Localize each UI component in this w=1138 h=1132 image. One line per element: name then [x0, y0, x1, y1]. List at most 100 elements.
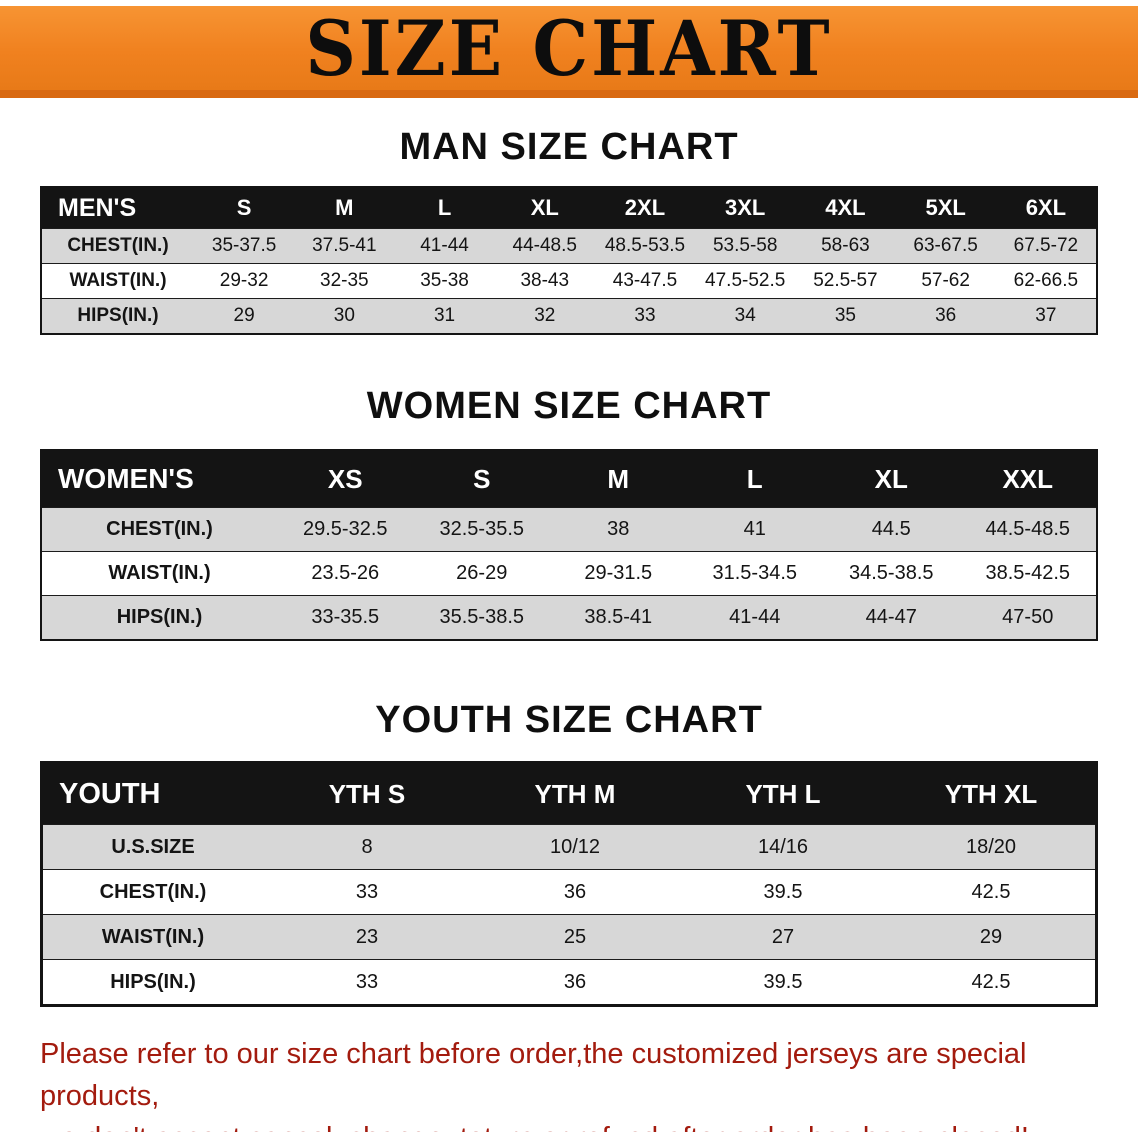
size-column-header: XL — [494, 188, 595, 229]
row-label: WAIST(IN.) — [42, 263, 194, 299]
youth-measurement-row: CHEST(IN.) 33 36 39.5 42.5 — [43, 869, 1095, 915]
size-value-cell: 52.5-57 — [795, 263, 896, 299]
women-section-heading: WOMEN SIZE CHART — [366, 385, 772, 427]
size-value-cell: 48.5-53.5 — [594, 228, 696, 264]
size-column-header: 4XL — [795, 188, 896, 229]
men-header-row: MEN'S S M L XL 2XL 3XL 4XL 5XL 6XL — [42, 188, 1096, 229]
size-value-cell: 38.5-42.5 — [959, 551, 1096, 596]
women-measurement-row: HIPS(IN.) 33-35.5 35.5-38.5 38.5-41 41-44 44-… — [42, 595, 1096, 639]
row-label: CHEST(IN.) — [42, 228, 194, 264]
size-value-cell: 29.5-32.5 — [277, 507, 414, 552]
size-value-cell: 39.5 — [679, 869, 887, 915]
size-value-cell: 10/12 — [471, 824, 679, 870]
size-value-cell: 31 — [394, 298, 495, 333]
size-value-cell: 32 — [494, 298, 595, 333]
size-value-cell: 38 — [550, 507, 687, 552]
women-table-title-cell: WOMEN'S — [42, 451, 277, 508]
size-value-cell: 47-50 — [959, 595, 1096, 639]
size-column-header: M — [294, 188, 395, 229]
size-value-cell: 38-43 — [494, 263, 595, 299]
size-column-header: YTH S — [263, 764, 471, 825]
size-value-cell: 58-63 — [795, 228, 896, 264]
size-column-header: M — [550, 451, 687, 508]
men-section-heading: MAN SIZE CHART — [399, 126, 739, 168]
women-measurement-row: CHEST(IN.) 29.5-32.5 32.5-35.5 38 41 44.5 44.5… — [42, 507, 1096, 552]
size-value-cell: 44-47 — [823, 595, 960, 639]
size-value-cell: 34.5-38.5 — [823, 551, 960, 596]
size-column-header: 2XL — [594, 188, 696, 229]
size-value-cell: 57-62 — [895, 263, 996, 299]
row-label: WAIST(IN.) — [43, 914, 263, 960]
size-value-cell: 33 — [263, 869, 471, 915]
men-measurement-row: WAIST(IN.) 29-32 32-35 35-38 38-43 43-47.5 47.… — [42, 263, 1096, 299]
size-value-cell: 29 — [194, 298, 295, 333]
order-policy-note-line1: Please refer to our size chart before or… — [40, 1038, 1027, 1112]
men-size-chart-section: MAN SIZE CHART MEN'S S M L XL 2XL 3XL 4XL 5XL 6XL… — [0, 124, 1138, 335]
size-value-cell: 33 — [594, 298, 696, 333]
banner: SIZE CHART — [0, 3, 1138, 98]
women-table: WOMEN'S XS S M L XL XXL CHEST(IN.) 29.5-32.5 32.5… — [42, 451, 1096, 639]
order-policy-note: Please refer to our size chart before or… — [40, 1033, 1098, 1132]
size-column-header: S — [194, 188, 295, 229]
size-value-cell: 41-44 — [394, 228, 495, 264]
size-column-header: L — [686, 451, 823, 508]
row-label: WAIST(IN.) — [42, 551, 277, 596]
size-column-header: YTH M — [471, 764, 679, 825]
row-label: CHEST(IN.) — [43, 869, 263, 915]
size-value-cell: 32-35 — [294, 263, 395, 299]
size-value-cell: 39.5 — [679, 959, 887, 1004]
size-column-header: YTH XL — [887, 764, 1095, 825]
youth-section-heading: YOUTH SIZE CHART — [375, 699, 763, 741]
size-value-cell: 42.5 — [887, 869, 1095, 915]
size-value-cell: 35-38 — [394, 263, 495, 299]
size-value-cell: 8 — [263, 824, 471, 870]
size-value-cell: 36 — [471, 869, 679, 915]
size-value-cell: 33-35.5 — [277, 595, 414, 639]
row-label: HIPS(IN.) — [42, 595, 277, 639]
order-policy-note-line2: we don't accept cancel, change, teturn o… — [40, 1122, 1029, 1132]
row-label: HIPS(IN.) — [42, 298, 194, 333]
size-value-cell: 31.5-34.5 — [686, 551, 823, 596]
youth-measurement-row: U.S.SIZE 8 10/12 14/16 18/20 — [43, 824, 1095, 870]
size-value-cell: 35.5-38.5 — [413, 595, 550, 639]
youth-size-chart-section: YOUTH SIZE CHART YOUTH YTH S YTH M YTH L YTH… — [0, 697, 1138, 1007]
size-value-cell: 29 — [887, 914, 1095, 960]
women-header-row: WOMEN'S XS S M L XL XXL — [42, 451, 1096, 508]
size-value-cell: 37 — [995, 298, 1096, 333]
size-column-header: L — [394, 188, 495, 229]
size-value-cell: 25 — [471, 914, 679, 960]
youth-size-table: YOUTH YTH S YTH M YTH L YTH XL U.S.SIZE 8 10/12… — [40, 761, 1098, 1007]
size-value-cell: 23.5-26 — [277, 551, 414, 596]
size-value-cell: 23 — [263, 914, 471, 960]
size-value-cell: 42.5 — [887, 959, 1095, 1004]
size-value-cell: 32.5-35.5 — [413, 507, 550, 552]
women-size-chart-section: WOMEN SIZE CHART WOMEN'S XS S M L XL XXL CHEST(… — [0, 383, 1138, 641]
size-value-cell: 33 — [263, 959, 471, 1004]
size-column-header: 6XL — [995, 188, 1096, 229]
size-value-cell: 29-32 — [194, 263, 295, 299]
size-column-header: XL — [823, 451, 960, 508]
youth-measurement-row: HIPS(IN.) 33 36 39.5 42.5 — [43, 959, 1095, 1004]
banner-title: SIZE CHART — [305, 3, 833, 93]
size-value-cell: 41 — [686, 507, 823, 552]
size-value-cell: 67.5-72 — [995, 228, 1096, 264]
size-value-cell: 44.5-48.5 — [959, 507, 1096, 552]
size-column-header: YTH L — [679, 764, 887, 825]
size-column-header: XXL — [959, 451, 1096, 508]
size-column-header: XS — [277, 451, 414, 508]
youth-table-title-cell: YOUTH — [43, 764, 263, 825]
size-column-header: S — [413, 451, 550, 508]
size-value-cell: 63-67.5 — [895, 228, 996, 264]
size-column-header: 3XL — [695, 188, 796, 229]
size-value-cell: 29-31.5 — [550, 551, 687, 596]
size-value-cell: 18/20 — [887, 824, 1095, 870]
size-value-cell: 35 — [795, 298, 896, 333]
size-value-cell: 43-47.5 — [594, 263, 696, 299]
size-value-cell: 44-48.5 — [494, 228, 595, 264]
size-value-cell: 14/16 — [679, 824, 887, 870]
size-value-cell: 34 — [695, 298, 796, 333]
size-value-cell: 41-44 — [686, 595, 823, 639]
men-table-title-cell: MEN'S — [42, 188, 194, 229]
youth-table: YOUTH YTH S YTH M YTH L YTH XL U.S.SIZE 8 10/12… — [43, 764, 1095, 1004]
